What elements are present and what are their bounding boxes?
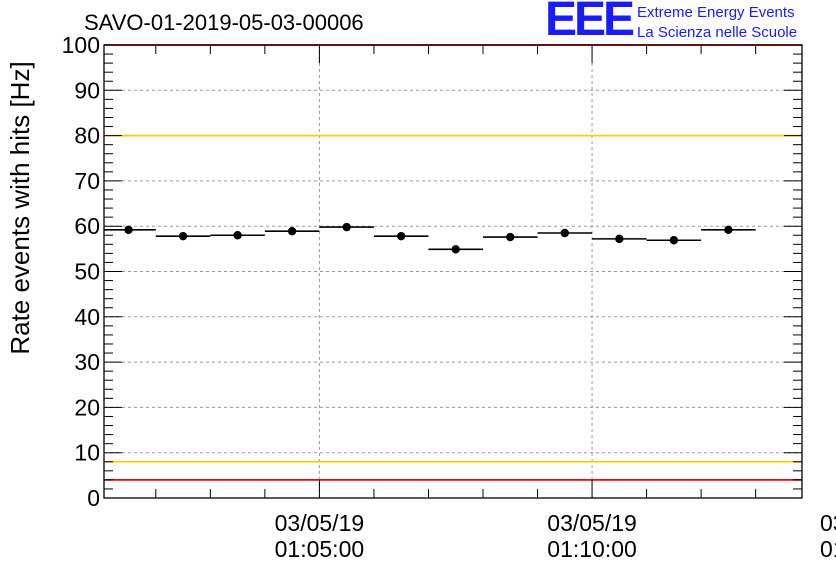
x-axis: 03/05/1901:05:0003/05/1901:10:0003/05/19… (155, 45, 836, 562)
data-point (396, 231, 406, 241)
y-tick-label: 90 (74, 77, 100, 103)
x-tick-time: 01:10:00 (547, 536, 637, 562)
logo-tagline-2: La Scienza nelle Scuole (637, 24, 798, 41)
eee-logo-mark: EEE (545, 0, 635, 46)
y-tick-label: 70 (74, 168, 100, 194)
y-tick-label: 100 (62, 32, 100, 58)
grid (104, 45, 802, 498)
x-tick-date: 03/05/19 (275, 510, 365, 536)
x-tick-date: 03/05/19 (820, 510, 836, 536)
data-point (124, 225, 133, 235)
y-tick-label: 60 (74, 213, 100, 239)
x-tick-date: 03/05/19 (547, 510, 637, 536)
y-tick-label: 40 (74, 304, 100, 330)
x-tick-time: 01:15:00 (820, 536, 836, 562)
data-point (724, 225, 733, 235)
data-point (615, 234, 624, 244)
data-series (104, 222, 756, 254)
logo-tagline-1: Extreme Energy Events (637, 4, 795, 21)
data-point (342, 222, 351, 232)
y-tick-label: 0 (87, 485, 100, 511)
data-point (451, 245, 460, 254)
data-point (669, 236, 679, 245)
y-tick-label: 80 (74, 123, 100, 149)
y-axis-label: Rate events with hits [Hz] (5, 61, 35, 354)
y-axis: 0 10 20 30 40 50 60 70 80 90 100 (62, 32, 802, 511)
data-point (506, 232, 515, 242)
data-point (560, 228, 569, 238)
reference-lines (104, 44, 802, 481)
chart-title: SAVO-01-2019-05-03-00006 (84, 10, 364, 35)
data-point (287, 226, 297, 236)
data-point (233, 231, 242, 240)
data-point (178, 231, 188, 241)
y-tick-label: 50 (74, 259, 100, 285)
y-tick-label: 30 (74, 349, 100, 375)
y-tick-label: 20 (74, 394, 100, 420)
y-tick-label: 10 (74, 440, 100, 466)
x-tick-time: 01:05:00 (275, 536, 365, 562)
